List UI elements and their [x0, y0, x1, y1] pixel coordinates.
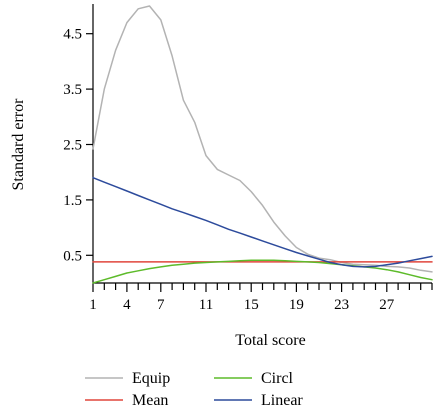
- x-tick-label: 19: [289, 297, 304, 313]
- y-tick-label: 2.5: [63, 138, 82, 154]
- y-tick-label: 4.5: [63, 27, 82, 43]
- x-tick-label: 4: [123, 297, 131, 313]
- legend-label-equip: Equip: [132, 370, 170, 387]
- x-tick-label: 23: [334, 297, 349, 313]
- y-ticks: 0.5 1.5 2.5 3.5 4.5: [63, 27, 93, 264]
- legend-label-linear: Linear: [261, 392, 303, 409]
- y-axis-title: Standard error: [10, 98, 27, 191]
- x-tick-label: 1: [89, 297, 97, 313]
- series-line-circl: [92, 259, 433, 284]
- x-tick-label: 7: [157, 297, 165, 313]
- y-tick-label: 0.5: [63, 248, 82, 264]
- legend-label-circl: Circl: [261, 370, 294, 387]
- plot-lines: [92, 5, 433, 284]
- series-line-equip: [92, 5, 433, 273]
- x-tick-label: 15: [244, 297, 259, 313]
- y-tick-label: 3.5: [63, 82, 82, 98]
- x-tick-label: 11: [199, 297, 213, 313]
- x-axis-title: Total score: [235, 332, 305, 349]
- y-tick-label: 1.5: [63, 193, 82, 209]
- legend: Equip Circl Mean Linear: [85, 370, 303, 409]
- legend-label-mean: Mean: [132, 392, 168, 409]
- x-tick-label: 27: [379, 297, 395, 313]
- series-line-linear: [92, 176, 433, 268]
- x-ticks: 1 4 7 11 15 19 23 27: [89, 283, 433, 313]
